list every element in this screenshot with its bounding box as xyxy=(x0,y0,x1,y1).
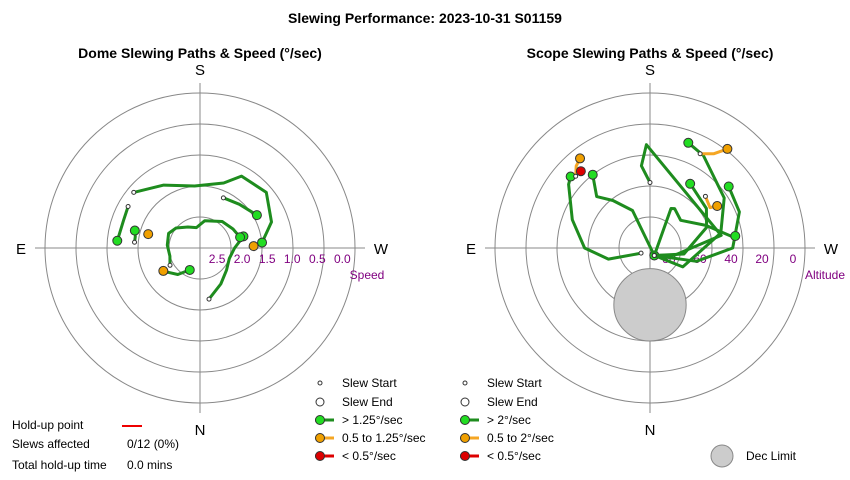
scope-slew-end-marker xyxy=(723,181,734,192)
dome-slew-end-marker xyxy=(112,235,123,246)
dome-radial-tick-label: 1.5 xyxy=(259,252,276,266)
scope-legend-slew-start: Slew Start xyxy=(487,376,542,390)
scope-slew-path xyxy=(567,175,643,261)
dome-legend-slew-start: Slew Start xyxy=(342,376,397,390)
dome-slew-path xyxy=(221,196,259,217)
dome-slew-start-marker xyxy=(220,195,226,201)
dome-legend-mid: 0.5 to 1.25°/sec xyxy=(342,431,426,445)
dome-legend-marker xyxy=(315,433,325,443)
scope-slew-start-marker xyxy=(647,180,653,186)
scope-slew-start-marker xyxy=(638,250,644,256)
dome-radial-tick-label: 0.5 xyxy=(309,252,326,266)
scope-legend-mid: 0.5 to 2°/sec xyxy=(487,431,554,445)
scope-compass-e: E xyxy=(466,241,476,258)
dome-chart-title: Dome Slewing Paths & Speed (°/sec) xyxy=(78,45,322,61)
scope-slew-end-marker xyxy=(683,137,694,148)
dec-limit-legend-glyph xyxy=(710,444,734,468)
total-holdup-value: 0.0 mins xyxy=(127,458,173,472)
dome-compass-e: E xyxy=(16,241,26,258)
scope-slow-speed-marker xyxy=(575,166,586,177)
dome-radial-tick-label: 0.0 xyxy=(334,252,351,266)
figure-title: Slewing Performance: 2023-10-31 S01159 xyxy=(288,10,562,26)
dome-legend-marker xyxy=(315,451,325,461)
scope-slew-end-marker xyxy=(575,153,586,164)
scope-slew-path xyxy=(652,185,741,263)
scope-slew-end-marker xyxy=(587,169,598,180)
dome-legend-slew-end: Slew End xyxy=(342,395,393,409)
dome-radial-axis-label: Speed xyxy=(350,268,385,282)
scope-slew-start-marker xyxy=(573,173,579,179)
scope-radial-axis-label: Altitude xyxy=(805,268,845,282)
dome-compass-n: N xyxy=(195,422,206,439)
dome-slew-path xyxy=(165,219,242,267)
scope-radial-tick-label: 40 xyxy=(724,252,738,266)
scope-legend-start-glyph xyxy=(462,380,468,386)
scope-legend-fast: > 2°/sec xyxy=(487,413,531,427)
scope-legend-marker xyxy=(460,415,470,425)
dome-mid-speed-marker xyxy=(143,229,154,240)
holdup-point-label: Hold-up point xyxy=(12,418,84,432)
scope-slew-start-marker xyxy=(651,252,657,258)
scope-chart-title: Scope Slewing Paths & Speed (°/sec) xyxy=(526,45,774,61)
dome-slew-path xyxy=(115,205,130,243)
dome-slew-end-marker xyxy=(235,232,246,243)
dome-slew-start-marker xyxy=(132,239,138,245)
dome-compass-w: W xyxy=(374,241,389,258)
dome-radial-tick-label: 1.0 xyxy=(284,252,301,266)
dome-slew-start-marker xyxy=(206,296,212,302)
scope-legend-marker xyxy=(460,451,470,461)
dome-slew-start-marker xyxy=(125,203,131,209)
dome-slew-start-marker xyxy=(167,262,173,268)
scope-slew-end-marker xyxy=(722,143,733,154)
dec-limit-region xyxy=(613,268,687,342)
scope-slew-end-marker xyxy=(730,231,741,242)
scope-legend-slew-end: Slew End xyxy=(487,395,538,409)
dome-slew-end-marker xyxy=(257,237,268,248)
scope-slew-start-marker xyxy=(702,193,708,199)
dome-radial-tick-label: 2.5 xyxy=(209,252,226,266)
dome-legend-slow: < 0.5°/sec xyxy=(342,449,396,463)
scope-slew-end-marker xyxy=(712,201,723,212)
dome-legend-start-glyph xyxy=(317,380,323,386)
slews-affected-value: 0/12 (0%) xyxy=(127,437,180,451)
dome-mid-speed-marker xyxy=(248,241,259,252)
slews-affected-label: Slews affected xyxy=(12,437,90,451)
dome-legend-marker xyxy=(315,415,325,425)
dome-compass-s: S xyxy=(195,62,205,79)
dome-slew-path xyxy=(207,234,245,301)
dome-legend-fast: > 1.25°/sec xyxy=(342,413,403,427)
scope-legend-slow: < 0.5°/sec xyxy=(487,449,541,463)
dome-slew-end-marker xyxy=(251,210,262,221)
dome-slew-start-marker xyxy=(131,189,137,195)
scope-slew-path xyxy=(652,182,709,257)
total-holdup-label: Total hold-up time xyxy=(12,458,107,472)
scope-radial-tick-label: 20 xyxy=(755,252,769,266)
dome-mid-speed-marker xyxy=(158,265,169,276)
scope-legend-marker xyxy=(460,433,470,443)
scope-compass-n: N xyxy=(645,422,656,439)
scope-compass-s: S xyxy=(645,62,655,79)
dome-slew-end-marker xyxy=(129,225,140,236)
dome-slew-path xyxy=(132,174,273,245)
scope-slew-end-marker xyxy=(685,178,696,189)
scope-slew-path xyxy=(639,143,723,257)
scope-compass-w: W xyxy=(824,241,839,258)
dome-radial-tick-label: 2.0 xyxy=(234,252,251,266)
scope-slew-start-marker xyxy=(697,151,703,157)
dec-limit-legend-label: Dec Limit xyxy=(746,449,797,463)
scope-legend-end-glyph xyxy=(460,397,470,407)
scope-radial-tick-label: 0 xyxy=(790,252,797,266)
scope-slew-path xyxy=(591,173,656,257)
dome-slew-end-marker xyxy=(184,264,195,275)
dome-legend-end-glyph xyxy=(315,397,325,407)
